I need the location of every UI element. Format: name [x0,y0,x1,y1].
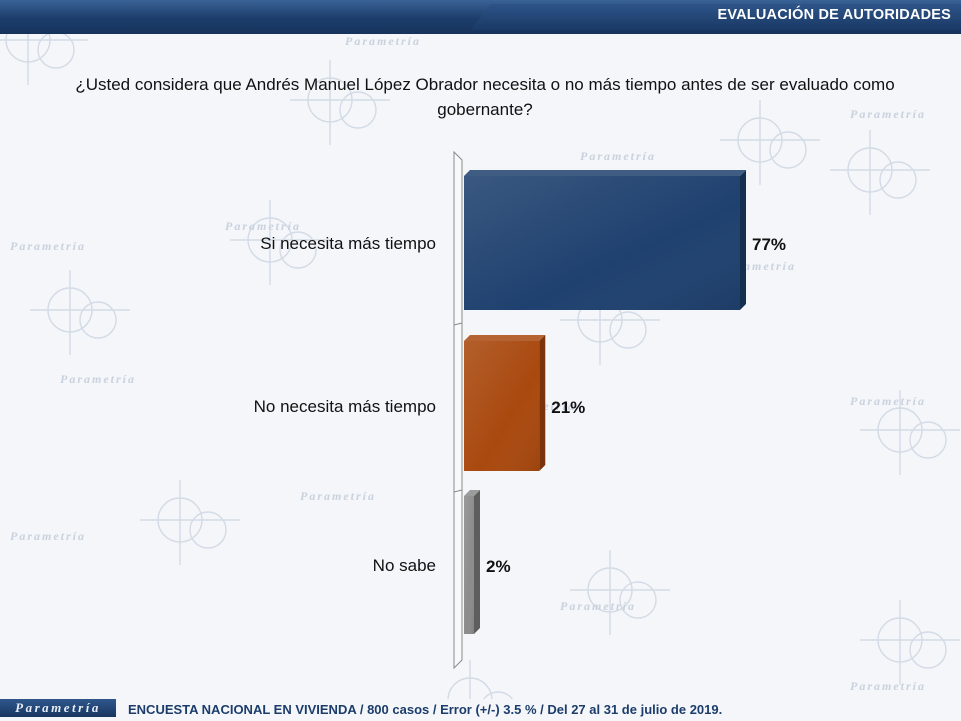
watermark-text: Parametría [60,372,136,386]
axis-wall [453,150,463,670]
watermark-text: Parametría [850,394,926,408]
watermark-motif [230,200,330,285]
category-label: Si necesita más tiempo [260,234,436,253]
header-title: EVALUACIÓN DE AUTORIDADES [717,7,951,23]
watermark-motif [720,100,820,185]
watermark-text: Parametría [225,219,301,233]
watermark-motif [140,480,240,565]
watermark-text: Parametría [850,107,926,121]
footer-brand-logo: Parametría [0,699,116,717]
bar-2 [464,335,546,471]
footer-bar [0,699,961,721]
watermark-motif [860,600,960,685]
bar-1 [464,170,746,310]
chart-title: ¿Usted considera que Andrés Manuel López… [75,75,895,119]
category-label: No necesita más tiempo [254,397,436,416]
watermark-motif [290,60,390,145]
watermark-text: Parametría [580,149,656,163]
bar-top [464,170,746,176]
bar-sheen [464,341,540,471]
y-axis-tick [453,489,463,493]
data-label: 77% [752,235,786,254]
watermark-text: Parametría [850,679,926,693]
category-label: No sabe [373,556,436,575]
bar-top [464,335,546,341]
header-tab [471,4,961,30]
bar-side [474,490,480,634]
bar-side [539,335,546,471]
watermark-text: Parametría [10,529,86,543]
watermark-text: Parametría [560,599,636,613]
data-label: 21% [551,398,585,417]
bar-3 [464,490,480,634]
data-label: 2% [486,557,511,576]
header-bar: EVALUACIÓN DE AUTORIDADES [0,0,961,34]
bar-side [740,170,746,310]
watermark-text: Parametría [300,489,376,503]
watermark-text: Parametría [10,239,86,253]
watermark-motif [830,130,930,215]
bar-sheen [464,496,474,634]
watermark-motif [30,270,130,355]
watermark-motif [860,390,960,475]
watermark-text: Parametría [345,34,421,48]
bar-top [464,490,480,496]
watermark-motif [570,550,670,635]
y-axis-tick [453,322,463,326]
footer-note: ENCUESTA NACIONAL EN VIVIENDA / 800 caso… [128,702,723,717]
bar-sheen [464,176,740,310]
